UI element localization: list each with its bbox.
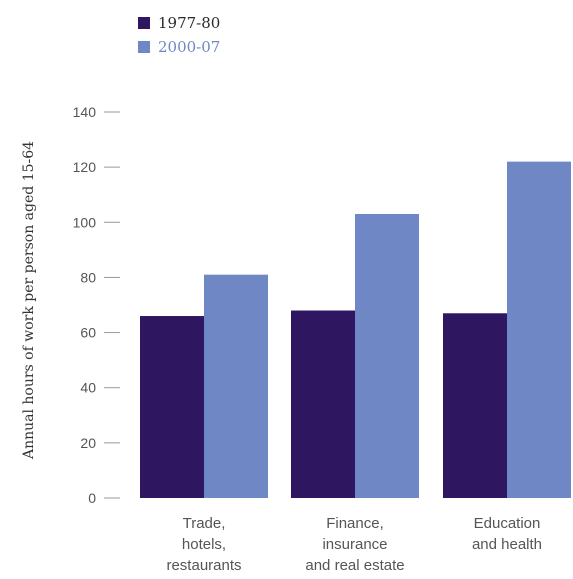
legend-swatch-0 <box>138 17 150 29</box>
bar-0-1 <box>204 274 268 498</box>
bar-2-1 <box>507 161 571 498</box>
y-axis-label: Annual hours of work per person aged 15-… <box>21 141 37 460</box>
y-tick-label-4: 80 <box>80 269 96 285</box>
legend-swatch-1 <box>138 41 150 53</box>
y-tick-label-1: 20 <box>80 435 96 451</box>
bar-0-0 <box>140 316 204 498</box>
x-category-label-0: Trade, hotels, restaurants <box>166 515 241 574</box>
legend-label-1: 2000-07 <box>158 38 220 56</box>
x-axis: Trade, hotels, restaurants Finance, insuranc… <box>166 515 542 574</box>
x-category-label-1: Finance, insurance and real estate <box>305 515 404 574</box>
bar-2-0 <box>443 313 507 498</box>
y-tick-label-6: 120 <box>73 159 97 175</box>
y-tick-label-5: 100 <box>73 214 97 230</box>
y-axis: 0 20 40 60 80 100 120 140 <box>73 104 120 506</box>
y-tick-label-3: 60 <box>80 325 96 341</box>
bar-1-0 <box>291 310 355 498</box>
legend-label-0: 1977-80 <box>158 14 220 32</box>
y-tick-label-7: 140 <box>73 104 97 120</box>
x-category-label-2: Education and health <box>472 515 542 553</box>
bar-1-1 <box>355 214 419 498</box>
bars <box>140 161 571 498</box>
y-tick-label-2: 40 <box>80 380 96 396</box>
legend: 1977-80 2000-07 <box>138 14 220 56</box>
y-tick-label-0: 0 <box>88 490 96 506</box>
